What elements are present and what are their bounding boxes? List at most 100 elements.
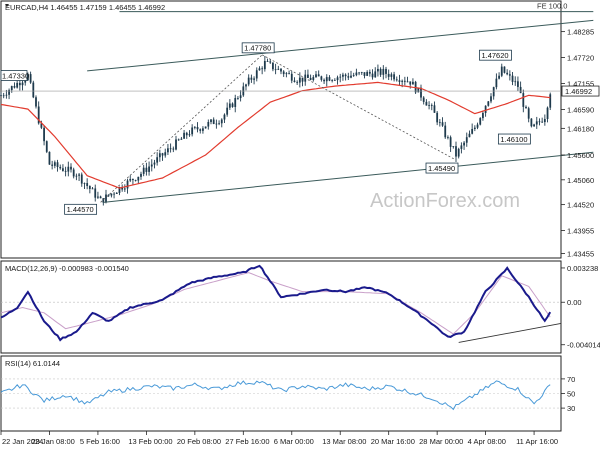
candle-body: [360, 72, 363, 74]
candle-body: [358, 72, 360, 74]
price-annotation-label: 1.44570: [67, 205, 94, 214]
candle-body: [80, 174, 83, 184]
candle-body: [495, 78, 498, 88]
price-axis-label: 1.45600: [567, 151, 594, 160]
candle-body: [35, 97, 37, 107]
macd-axis-label: -0.004014: [567, 341, 600, 350]
price-panel-frame: [0, 0, 562, 259]
candle-body: [72, 169, 75, 177]
candle-body: [460, 145, 463, 149]
candle-body: [498, 75, 500, 79]
candle-body: [487, 101, 490, 106]
price-annotation-label: 1.47620: [481, 51, 508, 60]
candle-body: [393, 74, 395, 80]
candle-body: [2, 95, 5, 97]
candle-body: [185, 132, 188, 136]
candle-body: [5, 94, 8, 96]
candle-body: [387, 73, 390, 77]
candle-body: [336, 77, 339, 81]
rsi-axis-label: 30: [567, 404, 575, 413]
candle-body: [366, 71, 369, 76]
candle-body: [169, 148, 172, 150]
candle-body: [296, 81, 299, 83]
macd-line: [0, 264, 552, 342]
price-axis-label: 1.46180: [567, 124, 594, 133]
candle-body: [368, 71, 371, 74]
candle-body: [541, 121, 544, 123]
candle-body: [99, 196, 102, 199]
candle-body: [212, 119, 215, 124]
price-axis-label: 1.44520: [567, 201, 594, 210]
candle-body: [506, 72, 509, 75]
candle-body: [525, 106, 527, 109]
x-axis-label: 22 Jan 2024: [2, 437, 43, 446]
candle-body: [13, 86, 16, 88]
candle-body: [492, 87, 495, 97]
candle-body: [207, 121, 210, 127]
rsi-panel-title: RSI(14) 61.0144: [5, 359, 60, 368]
candle-body: [237, 98, 239, 99]
candle-body: [511, 75, 514, 82]
candle-body: [476, 124, 479, 128]
candle-body: [430, 105, 433, 106]
rsi-layer: [0, 378, 561, 411]
x-axis-label: 20 Mar 16:00: [371, 437, 415, 446]
candle-body: [255, 70, 258, 79]
candle-body: [180, 138, 183, 140]
price-annotation-box: [64, 203, 98, 215]
candle-body: [320, 76, 323, 80]
candle-body: [325, 77, 328, 82]
candle-body: [433, 105, 436, 113]
candle-body: [64, 170, 67, 172]
candle-body: [148, 166, 150, 172]
candle-body: [285, 73, 288, 75]
candle-body: [123, 188, 126, 190]
price-annotation-label: 1.46100: [500, 135, 527, 144]
candle-body: [8, 90, 10, 95]
candle-body: [269, 61, 272, 63]
candle-body: [412, 81, 414, 85]
candle-body: [83, 183, 86, 184]
candle-body: [91, 188, 94, 190]
candle-body: [422, 97, 425, 102]
candle-body: [59, 166, 62, 169]
candle-body: [27, 74, 29, 81]
candle-body: [538, 121, 541, 123]
candle-body: [105, 194, 107, 203]
candle-body: [298, 77, 301, 83]
candle-body: [417, 87, 420, 93]
candle-body: [24, 80, 27, 83]
candle-body: [347, 76, 350, 78]
x-axis-label: 11 Apr 16:00: [516, 437, 558, 446]
rsi-line: [0, 380, 551, 411]
candle-body: [167, 148, 169, 153]
collapse-arrow-icon[interactable]: [5, 4, 9, 7]
candle-body: [280, 68, 282, 72]
candle-body: [307, 74, 309, 78]
candle-body: [363, 72, 366, 76]
candle-body: [21, 82, 24, 86]
candle-body: [253, 78, 255, 80]
candle-body: [177, 139, 180, 141]
candle-body: [309, 77, 312, 80]
candle-body: [441, 122, 444, 126]
candle-body: [379, 68, 382, 75]
candle-body: [48, 151, 51, 165]
x-axis-label: 6 Mar 00:00: [274, 437, 314, 446]
candle-body: [519, 86, 522, 94]
candle-body: [374, 71, 377, 78]
candle-body: [503, 66, 506, 73]
candle-body: [188, 134, 191, 136]
candle-body: [390, 74, 393, 77]
candle-body: [401, 80, 404, 82]
candle-body: [543, 118, 546, 123]
candle-body: [438, 122, 441, 124]
price-annotation-label: 1.45490: [428, 164, 455, 173]
candle-body: [51, 164, 54, 166]
candle-body: [277, 68, 280, 70]
x-axis-label: 27 Feb 16:00: [225, 437, 269, 446]
candle-body: [191, 127, 194, 135]
price-annotation-box: [479, 49, 512, 61]
candle-body: [228, 103, 231, 108]
